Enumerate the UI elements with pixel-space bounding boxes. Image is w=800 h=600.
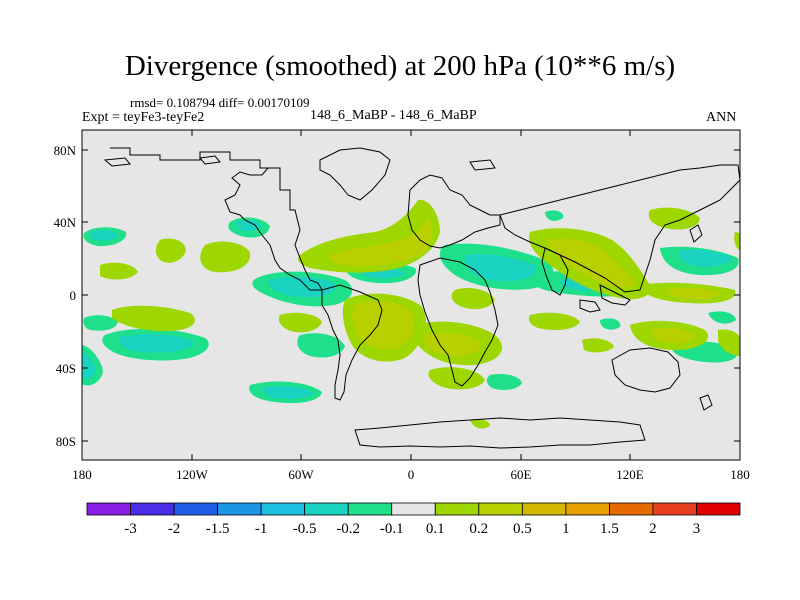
colorbar-swatch-5	[304, 502, 349, 516]
lat-label-0: 0	[70, 288, 77, 303]
colorbar-label-10: 1	[562, 521, 570, 537]
colorbar-swatch-12	[609, 502, 654, 516]
colorbar-swatch-3	[217, 502, 262, 516]
colorbar-swatch-11	[565, 502, 610, 516]
colorbar-swatch-4	[260, 502, 306, 516]
colorbar	[86, 502, 741, 516]
colorbar-label-8: 0.2	[469, 521, 488, 537]
lon-label-180w: 180	[72, 467, 92, 482]
season-label: ANN	[706, 110, 737, 125]
colorbar-label-0: -3	[124, 521, 137, 537]
colorbar-label-3: -1	[255, 521, 268, 537]
colorbar-swatch-2	[173, 502, 219, 516]
case-label: 148_6_MaBP - 148_6_MaBP	[310, 108, 477, 123]
axis-ticks	[82, 130, 740, 460]
colorbar-label-13: 3	[693, 521, 701, 537]
colorbar-label-11: 1.5	[600, 521, 619, 537]
colorbar-label-6: -0.1	[380, 521, 404, 537]
colorbar-swatch-7	[391, 502, 436, 516]
colorbar-label-5: -0.2	[336, 521, 360, 537]
lat-label-80n: 80N	[54, 143, 77, 158]
colorbar-label-2: -1.5	[206, 521, 230, 537]
lon-label-120w: 120W	[176, 467, 209, 482]
colorbar-swatch-13	[652, 502, 697, 516]
lon-label-60e: 60E	[511, 467, 532, 482]
colorbar-label-7: 0.1	[426, 521, 445, 537]
lat-label-80s: 80S	[56, 434, 76, 449]
colorbar-swatch-10	[521, 502, 567, 516]
colorbar-swatch-6	[347, 502, 393, 516]
longitude-labels: 180 120W 60W 0 60E 120E 180	[72, 467, 750, 482]
lat-label-40s: 40S	[56, 361, 76, 376]
latitude-labels: 80N 40N 0 40S 80S	[54, 143, 77, 449]
colorbar-swatch-0	[86, 502, 131, 516]
stats-text: rmsd= 0.108794 diff= 0.00170109	[130, 95, 310, 110]
colorbar-swatch-9	[478, 502, 523, 516]
lon-label-0: 0	[408, 467, 415, 482]
lat-label-40n: 40N	[54, 215, 77, 230]
colorbar-labels: -3 -2 -1.5 -1 -0.5 -0.2 -0.1 0.1 0.2 0.5 1 1.5 2 3	[124, 521, 700, 537]
page-title: Divergence (smoothed) at 200 hPa (10**6 …	[124, 50, 676, 82]
lon-label-120e: 120E	[616, 467, 644, 482]
colorbar-swatch-1	[130, 502, 175, 516]
coastlines	[103, 147, 740, 449]
colorbar-swatch-14	[696, 502, 741, 516]
colorbar-label-1: -2	[168, 521, 181, 537]
experiment-label: Expt = teyFe3-teyFe2	[82, 110, 205, 125]
lon-label-180e: 180	[730, 467, 750, 482]
colorbar-label-4: -0.5	[293, 521, 317, 537]
lon-label-60w: 60W	[288, 467, 314, 482]
colorbar-swatch-8	[434, 502, 480, 516]
colorbar-label-9: 0.5	[513, 521, 532, 537]
contour-layer	[82, 147, 740, 449]
colorbar-label-12: 2	[649, 521, 657, 537]
